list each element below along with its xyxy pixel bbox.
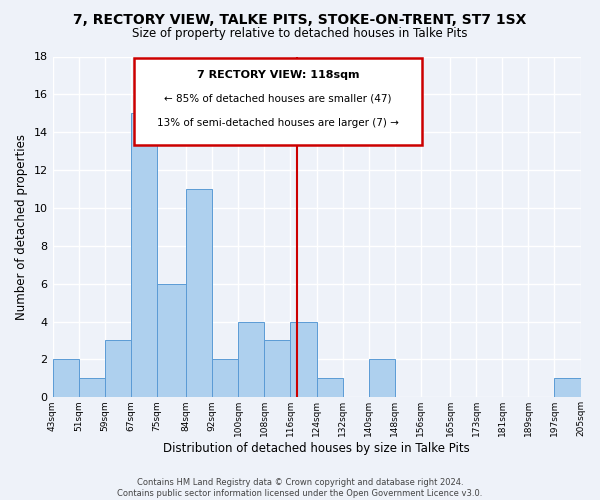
Bar bbox=[79, 378, 104, 398]
Text: 13% of semi-detached houses are larger (7) →: 13% of semi-detached houses are larger (… bbox=[157, 118, 399, 128]
Bar bbox=[317, 378, 343, 398]
FancyBboxPatch shape bbox=[134, 58, 422, 145]
Text: Size of property relative to detached houses in Talke Pits: Size of property relative to detached ho… bbox=[132, 28, 468, 40]
Y-axis label: Number of detached properties: Number of detached properties bbox=[15, 134, 28, 320]
Bar bbox=[554, 378, 581, 398]
Bar bbox=[290, 322, 317, 398]
Bar bbox=[186, 189, 212, 398]
Bar bbox=[368, 360, 395, 398]
Bar bbox=[212, 360, 238, 398]
Text: 7 RECTORY VIEW: 118sqm: 7 RECTORY VIEW: 118sqm bbox=[197, 70, 359, 80]
Text: ← 85% of detached houses are smaller (47): ← 85% of detached houses are smaller (47… bbox=[164, 94, 392, 104]
Bar bbox=[131, 114, 157, 398]
Bar bbox=[238, 322, 265, 398]
X-axis label: Distribution of detached houses by size in Talke Pits: Distribution of detached houses by size … bbox=[163, 442, 470, 455]
Bar bbox=[53, 360, 79, 398]
Text: 7, RECTORY VIEW, TALKE PITS, STOKE-ON-TRENT, ST7 1SX: 7, RECTORY VIEW, TALKE PITS, STOKE-ON-TR… bbox=[73, 12, 527, 26]
Bar bbox=[265, 340, 290, 398]
Bar bbox=[104, 340, 131, 398]
Text: Contains HM Land Registry data © Crown copyright and database right 2024.
Contai: Contains HM Land Registry data © Crown c… bbox=[118, 478, 482, 498]
Bar bbox=[157, 284, 186, 398]
